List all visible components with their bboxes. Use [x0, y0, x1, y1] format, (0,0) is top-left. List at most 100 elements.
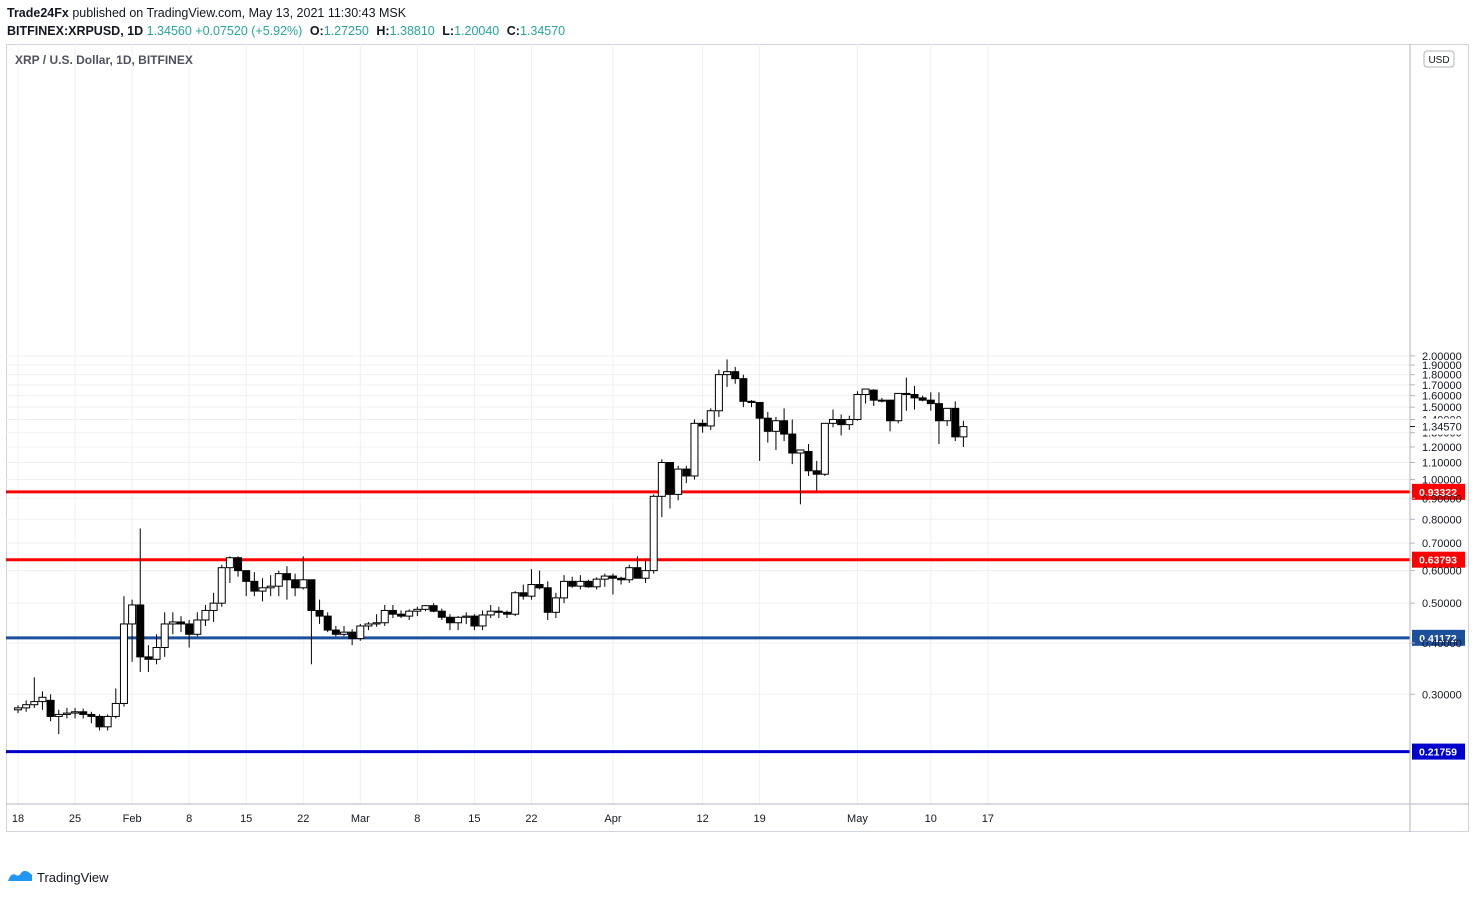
candle	[551, 592, 560, 619]
candle	[119, 596, 128, 707]
candle	[62, 707, 71, 719]
candle-body	[951, 407, 960, 438]
candle	[959, 420, 968, 447]
candle-body	[674, 468, 683, 495]
candle-body	[568, 580, 577, 587]
candle	[462, 612, 471, 624]
y-tick-label: 1.10000	[1422, 457, 1462, 469]
candle	[315, 599, 324, 624]
candle	[168, 612, 177, 635]
candle-body	[242, 570, 251, 582]
candle-body	[388, 609, 397, 615]
candle	[780, 408, 789, 442]
candle-body	[780, 420, 789, 435]
candle-body	[445, 616, 454, 624]
x-tick-label: 8	[414, 813, 420, 825]
candle-body	[103, 715, 112, 728]
level-price-label: 0.63793	[1419, 555, 1457, 567]
candle	[30, 677, 39, 708]
candle-body	[87, 713, 96, 717]
candle-body	[560, 580, 569, 599]
candle	[747, 400, 756, 408]
candle-body	[617, 577, 626, 581]
candle	[144, 645, 153, 672]
currency-badge-label: USD	[1428, 55, 1449, 66]
candle	[853, 391, 862, 421]
candle	[657, 459, 666, 518]
currency-badge	[1423, 50, 1455, 68]
candle	[364, 621, 373, 631]
candle-body	[193, 619, 202, 635]
y-tick-label: 1.20000	[1422, 442, 1462, 454]
candle-body	[690, 422, 699, 477]
candle	[918, 395, 927, 402]
candle-body	[853, 394, 862, 420]
publisher-name[interactable]: Trade24Fx	[7, 6, 69, 20]
candle-body	[234, 557, 243, 572]
tradingview-label: TradingView	[37, 869, 109, 885]
candle-body	[592, 578, 601, 588]
candle-body	[372, 622, 381, 625]
candle-body	[503, 611, 511, 615]
candle-body	[698, 422, 707, 427]
y-tick-label: 0.60000	[1422, 566, 1462, 578]
candle	[95, 714, 104, 731]
candle-body	[519, 592, 528, 597]
candle	[250, 572, 259, 597]
candle-body	[584, 580, 593, 588]
candle-body	[918, 397, 927, 401]
candle-body	[877, 399, 886, 402]
candle	[804, 444, 813, 476]
candle	[234, 556, 243, 577]
candle-body	[576, 580, 585, 587]
tradingview-icon	[8, 870, 32, 881]
candle	[54, 709, 63, 735]
y-tick-label: 1.70000	[1422, 380, 1462, 392]
candle-body	[62, 712, 71, 715]
candle	[943, 407, 952, 426]
candle-body	[380, 609, 389, 624]
candle-body	[543, 587, 552, 613]
candle-body	[894, 392, 903, 422]
candle-body	[959, 426, 968, 438]
low-label: L:	[442, 24, 455, 38]
candle-body	[282, 573, 291, 581]
candle	[535, 570, 544, 590]
candle	[886, 399, 895, 432]
candle	[323, 612, 332, 633]
x-tick-label: 12	[696, 813, 708, 825]
candle	[242, 570, 251, 597]
candle-body	[723, 371, 732, 376]
tradingview-logo[interactable]: TradingView	[7, 869, 109, 885]
candle	[796, 449, 805, 505]
candle-body	[291, 579, 300, 589]
price-change: +0.07520 (+5.92%)	[195, 24, 303, 38]
candlestick-chart[interactable]: 0.93322 0.63793 0.41172 0.21759 0.30000 0.40…	[6, 44, 1469, 832]
candle	[217, 564, 226, 607]
candle	[584, 579, 593, 588]
candle	[185, 619, 194, 648]
y-tick-label: 0.70000	[1422, 538, 1462, 550]
x-tick-label: 8	[186, 813, 192, 825]
candle-body	[136, 604, 145, 658]
candle-body	[46, 699, 55, 717]
x-tick-label: Mar	[351, 813, 370, 825]
candle-body	[364, 623, 373, 627]
candle-body	[747, 400, 756, 403]
candle	[568, 576, 577, 588]
chart-area[interactable]: 0.93322 0.63793 0.41172 0.21759 0.30000 0.40…	[6, 44, 1469, 832]
horizontal-levels[interactable]: 0.93322 0.63793 0.41172 0.21759	[6, 483, 1465, 760]
candle	[38, 691, 47, 710]
candle	[421, 604, 430, 612]
candle	[690, 419, 699, 480]
candle-body	[413, 608, 422, 612]
candle	[274, 570, 283, 597]
x-tick-label: 18	[12, 813, 24, 825]
candle	[739, 374, 748, 408]
candle	[111, 688, 120, 719]
candle	[136, 528, 145, 672]
candle-body	[763, 417, 772, 432]
candle	[103, 714, 112, 731]
candle-body	[185, 623, 194, 635]
candles	[14, 359, 968, 735]
